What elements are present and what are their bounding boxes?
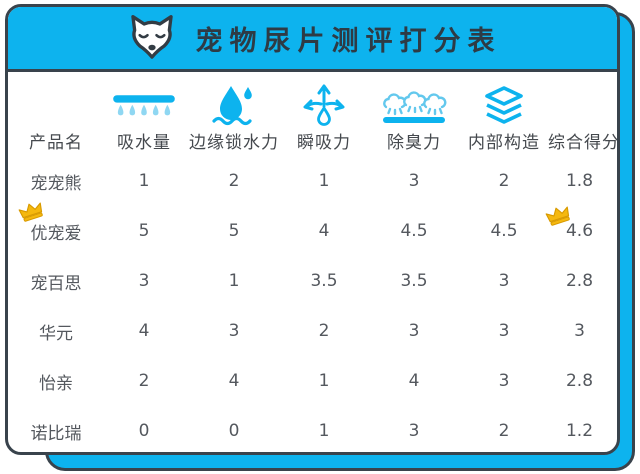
value-cell: 3 bbox=[408, 321, 420, 341]
score-cell: 1.2 bbox=[565, 421, 594, 441]
score-cell: 2.8 bbox=[565, 371, 594, 391]
col-absorbency: 吸水量 bbox=[117, 133, 171, 153]
col-deodorize: 除臭力 bbox=[387, 133, 441, 153]
value-cell: 4 bbox=[228, 371, 240, 391]
crown-icon bbox=[545, 206, 570, 226]
value-cell: 5 bbox=[138, 221, 150, 241]
table-row: 宠百思 3 1 3.5 3.5 3 2.8 bbox=[12, 256, 611, 306]
value-cell: 3 bbox=[408, 421, 420, 441]
col-total: 综合得分 bbox=[548, 133, 620, 153]
icon-row bbox=[12, 82, 611, 126]
value-cell: 0 bbox=[228, 421, 240, 441]
value-cell: 3 bbox=[408, 171, 420, 191]
instant-absorb-icon bbox=[280, 82, 368, 126]
value-cell: 3 bbox=[138, 271, 150, 291]
value-cell: 2 bbox=[228, 171, 240, 191]
col-instant: 瞬吸力 bbox=[297, 133, 351, 153]
crown-icon bbox=[18, 202, 43, 222]
value-cell: 0 bbox=[138, 421, 150, 441]
value-cell: 4.5 bbox=[400, 221, 428, 241]
product-name: 诺比瑞 bbox=[30, 423, 82, 444]
score-cell: 3 bbox=[574, 321, 585, 341]
absorbency-icon bbox=[100, 92, 188, 126]
table-row: 诺比瑞 0 0 1 3 2 1.2 bbox=[12, 406, 611, 452]
fox-icon bbox=[124, 13, 180, 63]
column-header-row: 产品名 吸水量 边缘锁水力 瞬吸力 除臭力 内部构造 综合得分 bbox=[12, 128, 617, 153]
col-edge-lock: 边缘锁水力 bbox=[189, 133, 279, 153]
value-cell: 4 bbox=[318, 221, 330, 241]
layers-icon bbox=[460, 84, 548, 126]
value-cell: 4.5 bbox=[490, 221, 518, 241]
value-cell: 3.5 bbox=[310, 271, 338, 291]
score-cell: 1.8 bbox=[565, 171, 594, 191]
score-table: 产品名 吸水量 边缘锁水力 瞬吸力 除臭力 内部构造 综合得分 宠宠熊 1 2 … bbox=[8, 72, 617, 452]
value-cell: 3.5 bbox=[400, 271, 428, 291]
value-cell: 1 bbox=[318, 371, 330, 391]
table-row: 宠宠熊 1 2 1 3 2 1.8 bbox=[12, 156, 611, 206]
page-title: 宠物尿片测评打分表 bbox=[195, 25, 502, 57]
value-cell: 1 bbox=[138, 171, 150, 191]
table-row: 怡亲 2 4 1 4 3 2.8 bbox=[12, 356, 611, 406]
value-cell: 1 bbox=[228, 271, 240, 291]
col-product: 产品名 bbox=[29, 133, 83, 153]
value-cell: 2 bbox=[498, 421, 510, 441]
value-cell: 1 bbox=[318, 171, 330, 191]
score-cell: 4.6 bbox=[565, 221, 594, 241]
product-name: 宠宠熊 bbox=[30, 173, 82, 194]
value-cell: 1 bbox=[318, 421, 330, 441]
product-name: 优宠爱 bbox=[30, 223, 82, 244]
value-cell: 2 bbox=[498, 171, 510, 191]
value-cell: 4 bbox=[138, 321, 150, 341]
product-name: 宠百思 bbox=[30, 273, 82, 294]
deodorize-icon bbox=[368, 86, 460, 126]
score-card: 宠物尿片测评打分表 bbox=[5, 4, 620, 455]
product-name: 华元 bbox=[39, 323, 73, 344]
value-cell: 4 bbox=[408, 371, 420, 391]
value-cell: 3 bbox=[228, 321, 240, 341]
value-cell: 3 bbox=[498, 321, 510, 341]
value-cell: 3 bbox=[498, 371, 510, 391]
edge-lock-icon bbox=[188, 84, 280, 126]
value-cell: 3 bbox=[498, 271, 510, 291]
header-bar: 宠物尿片测评打分表 bbox=[8, 7, 617, 72]
col-structure: 内部构造 bbox=[468, 133, 540, 153]
score-cell: 2.8 bbox=[565, 271, 594, 291]
value-cell: 2 bbox=[318, 321, 330, 341]
table-row: 华元 4 3 2 3 3 3 bbox=[12, 306, 611, 356]
table-body: 宠宠熊 1 2 1 3 2 1.8 优宠爱 bbox=[12, 156, 611, 452]
value-cell: 2 bbox=[138, 371, 150, 391]
product-name: 怡亲 bbox=[39, 373, 73, 394]
table-row-winner: 优宠爱 5 5 4 4.5 4.5 4.6 bbox=[12, 202, 611, 256]
value-cell: 5 bbox=[228, 221, 240, 241]
